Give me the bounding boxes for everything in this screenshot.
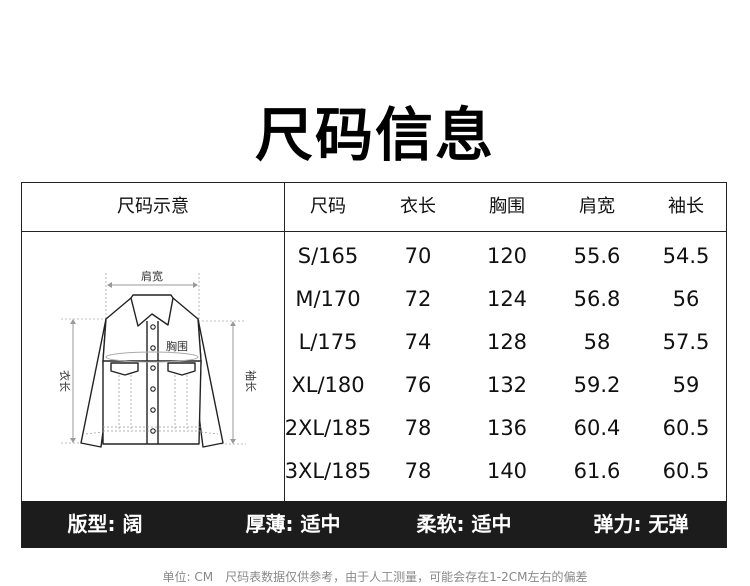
cell-chest: 136 (486, 416, 528, 440)
measure-arrows (70, 282, 236, 444)
column-header-shoulder: 肩宽 (579, 196, 615, 217)
cell-size: 2XL/185 (284, 416, 372, 440)
cell-shoulder: 56.8 (573, 287, 621, 311)
cell-sleeve: 60.5 (662, 416, 710, 440)
cell-shoulder: 58 (583, 330, 611, 354)
cell-size: S/165 (297, 244, 359, 268)
attribute-fit: 版型: 阔 (67, 512, 143, 536)
cell-shoulder: 55.6 (573, 244, 621, 268)
cell-chest: 128 (486, 330, 528, 354)
jacket-diagram: 肩宽 胸围 衣长 袖长 (58, 269, 258, 448)
column-header-size: 尺码 (310, 196, 346, 217)
cell-length: 76 (404, 373, 432, 397)
measurement-note: 单位: CM 尺码表数据仅供参考，由于人工测量，可能会存在1-2CM左右的偏差 (162, 570, 588, 584)
cell-size: M/170 (295, 287, 361, 311)
cell-size: L/175 (298, 330, 358, 354)
chest-label: 胸围 (166, 339, 188, 353)
diagram-cell: 肩宽 胸围 衣长 袖长 (22, 183, 285, 501)
cell-shoulder: 60.4 (573, 416, 621, 440)
cell-length: 74 (404, 330, 432, 354)
cell-sleeve: 54.5 (662, 244, 710, 268)
cell-chest: 124 (486, 287, 528, 311)
size-table: 尺码示意 尺码 衣长 胸围 肩宽 袖长 (21, 182, 727, 548)
column-header-chest: 胸围 (489, 196, 525, 217)
cell-shoulder: 59.2 (573, 373, 621, 397)
page-title: 尺码信息 (254, 101, 495, 169)
chest-measure-ellipse (105, 351, 199, 363)
cell-length: 78 (404, 416, 432, 440)
cell-length: 70 (404, 244, 432, 268)
attribute-thickness: 厚薄: 适中 (245, 512, 341, 536)
cell-sleeve: 57.5 (662, 330, 710, 354)
cell-length: 72 (404, 287, 432, 311)
sleeve-label: 袖长 (244, 370, 258, 392)
cell-sleeve: 56 (672, 287, 700, 311)
cell-shoulder: 61.6 (573, 459, 621, 483)
attributes-bar: 版型: 阔 厚薄: 适中 柔软: 适中 弹力: 无弹 (22, 501, 726, 548)
cell-chest: 120 (486, 244, 528, 268)
cell-sleeve: 59 (672, 373, 700, 397)
cell-length: 78 (404, 459, 432, 483)
column-header-sleeve: 袖长 (668, 196, 704, 217)
cell-size: 3XL/185 (284, 459, 372, 483)
cell-chest: 132 (486, 373, 528, 397)
cell-chest: 140 (486, 459, 528, 483)
cell-sleeve: 60.5 (662, 459, 710, 483)
cell-size: XL/180 (291, 373, 365, 397)
diagram-header: 尺码示意 (117, 196, 189, 217)
shoulder-label: 肩宽 (141, 269, 163, 283)
attribute-elasticity: 弹力: 无弹 (593, 512, 689, 536)
length-label: 衣长 (58, 370, 72, 392)
attribute-softness: 柔软: 适中 (416, 512, 512, 536)
column-header-length: 衣长 (400, 196, 436, 217)
table-header: 尺码示意 尺码 衣长 胸围 肩宽 袖长 (22, 183, 726, 232)
button-icons (150, 324, 156, 434)
